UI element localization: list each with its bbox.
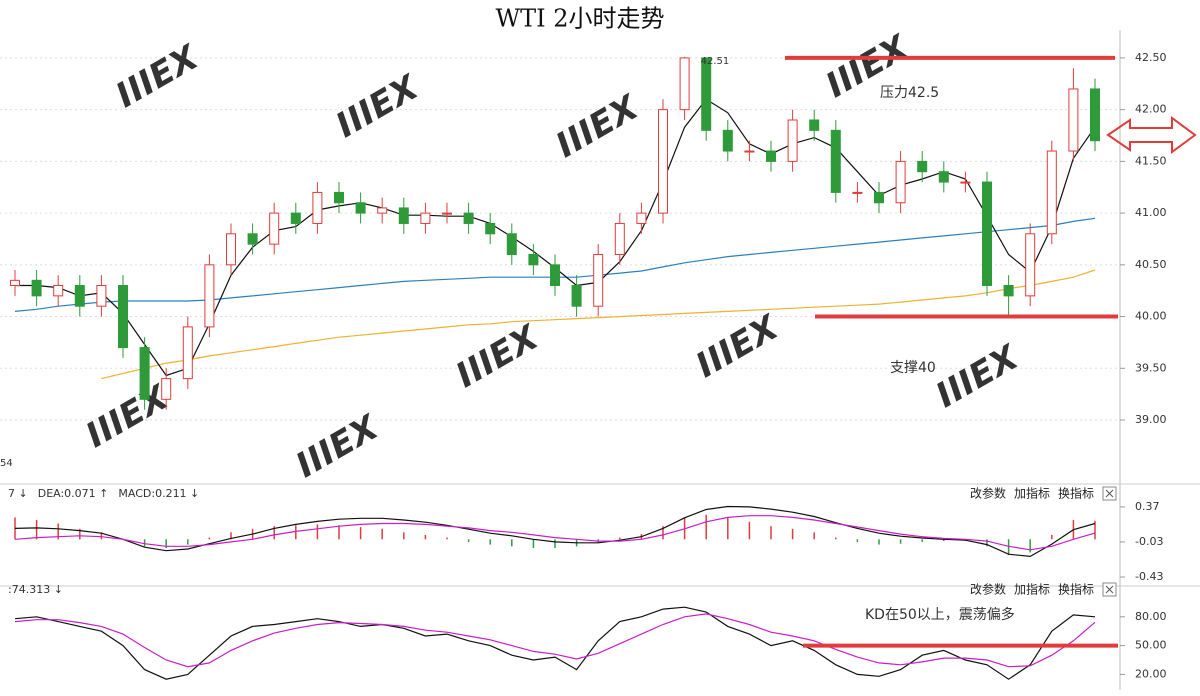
candle-body: [161, 378, 172, 400]
candle-body: [636, 212, 647, 224]
candle-body: [571, 285, 582, 307]
chart-title: WTI 2小时走势: [495, 5, 664, 33]
indicator-line: [14, 613, 1096, 668]
y-tick-label: 40.00: [1135, 310, 1167, 323]
candle-body: [874, 191, 884, 204]
candle-body: [182, 326, 193, 380]
candle-body: [506, 233, 517, 255]
candle-body: [96, 285, 107, 307]
y-tick-label: -0.43: [1135, 570, 1163, 583]
candle-body: [917, 160, 928, 173]
corner-label: 54: [0, 458, 13, 469]
indicator-line: [14, 606, 1096, 680]
candle-body: [204, 264, 215, 328]
indicator-legend: MACD:0.211 ↓: [118, 487, 199, 500]
candle-body: [53, 285, 64, 297]
arrow-icon: [1106, 116, 1197, 154]
candle-body: [701, 57, 712, 131]
indicator-legend: :74.313 ↓: [8, 583, 63, 596]
candle-body: [1025, 233, 1036, 297]
candle-body: [355, 202, 366, 214]
high-label: 42.51: [701, 56, 730, 67]
toolbar-button[interactable]: 换指标: [1058, 582, 1094, 597]
candle-body: [226, 233, 236, 266]
candle-body: [722, 129, 733, 152]
annotation: 压力42.5: [880, 85, 939, 101]
y-tick-label: 0.37: [1135, 500, 1160, 513]
candle-body: [463, 212, 474, 224]
candle-body: [550, 264, 560, 287]
indicator-line: [14, 515, 1096, 551]
candle-body: [852, 191, 863, 194]
candle-body: [442, 212, 452, 215]
candle-body: [420, 212, 431, 224]
candle-body: [679, 57, 690, 111]
candle-body: [1068, 88, 1079, 152]
toolbar-button[interactable]: 改参数: [970, 486, 1006, 501]
y-tick-label: 39.00: [1135, 413, 1167, 426]
toolbar-button[interactable]: 加指标: [1014, 486, 1050, 501]
indicator-legend: 7 ↓: [8, 487, 28, 500]
candle-body: [614, 222, 625, 255]
candle-body: [658, 109, 668, 214]
y-tick-label: 20.00: [1135, 667, 1167, 680]
candle-body: [830, 129, 841, 193]
candle-body: [312, 191, 323, 224]
candle-body: [1046, 150, 1057, 235]
candle-body: [269, 212, 280, 245]
candle-body: [809, 119, 820, 131]
annotation: KD在50以上，震荡偏多: [865, 606, 1015, 623]
candle-body: [290, 212, 301, 224]
candle-body: [895, 160, 906, 204]
candle-body: [139, 347, 150, 400]
candle-body: [485, 222, 496, 235]
toolbar-button[interactable]: 加指标: [1014, 582, 1050, 597]
candle-body: [982, 181, 992, 287]
indicator-line: [101, 269, 1096, 380]
candle-body: [118, 285, 128, 349]
y-tick-label: 39.50: [1135, 361, 1167, 374]
close-icon: [1105, 585, 1114, 594]
candle-body: [334, 191, 344, 204]
close-icon: [1105, 489, 1114, 498]
candle-body: [74, 285, 85, 307]
y-tick-label: 40.50: [1135, 258, 1167, 271]
y-tick-label: 41.50: [1135, 154, 1167, 167]
candle-body: [744, 150, 755, 153]
candle-body: [960, 181, 971, 184]
indicator-legend: DEA:0.071 ↑: [38, 487, 109, 500]
indicator-line: [14, 505, 1096, 558]
candle-body: [593, 253, 604, 307]
candle-body: [787, 119, 798, 162]
candle-body: [247, 233, 258, 245]
y-tick-label: 42.00: [1135, 103, 1167, 116]
toolbar-button[interactable]: 改参数: [970, 582, 1006, 597]
candle-body: [938, 171, 949, 183]
y-tick-label: 50.00: [1135, 639, 1167, 652]
y-tick-label: -0.03: [1135, 535, 1163, 548]
candle-body: [377, 207, 388, 214]
candle-body: [1003, 285, 1014, 297]
toolbar-button[interactable]: 换指标: [1058, 486, 1094, 501]
candle-body: [1090, 88, 1100, 142]
annotation: 支撑40: [890, 360, 936, 376]
y-tick-label: 41.00: [1135, 206, 1167, 219]
candle-body: [528, 253, 539, 266]
candle-body: [10, 279, 20, 287]
candle-body: [766, 150, 776, 162]
candle-body: [398, 207, 409, 224]
y-tick-label: 42.50: [1135, 51, 1167, 64]
candle-body: [31, 279, 42, 297]
y-tick-label: 80.00: [1135, 610, 1167, 623]
